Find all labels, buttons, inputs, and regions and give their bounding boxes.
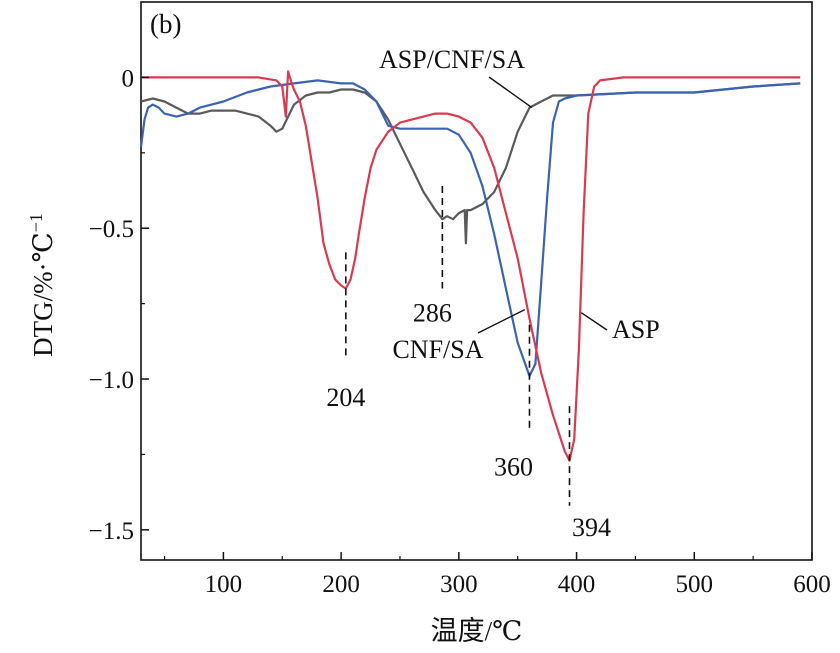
peak-label-1: 286 — [413, 299, 452, 328]
series-leader-1 — [477, 309, 526, 334]
x-tick-label-0: 100 — [205, 571, 243, 598]
series-line-1 — [139, 79, 801, 378]
x-tick-label-1: 200 — [322, 571, 360, 598]
y-tick-label-2: −1.0 — [89, 367, 134, 394]
y-tick-label-3: −1.5 — [89, 518, 134, 545]
x-tick-label-3: 400 — [558, 571, 596, 598]
y-axis-title: DTG/%·℃−1 — [26, 213, 58, 357]
peak-label-3: 394 — [572, 513, 611, 542]
panel-label: (b) — [150, 9, 181, 39]
x-tick-label-2: 300 — [440, 571, 478, 598]
series-leader-2 — [580, 312, 608, 331]
x-tick-label-4: 500 — [676, 571, 714, 598]
x-axis-title: 温度/℃ — [431, 616, 523, 646]
series-line-2 — [141, 70, 801, 462]
x-tick-label-5: 600 — [793, 571, 831, 598]
peak-label-0: 204 — [326, 383, 365, 412]
y-axis-title-main: DTG/%·℃ — [28, 232, 58, 357]
axes-group: 100 200 300 400 500 600 0 −0.5 −1.0 −1.5 温度/℃ DTG/%… — [26, 9, 831, 646]
peak-label-2: 360 — [494, 452, 533, 481]
annotation-group: ASP/CNF/SA CNF/SA ASP 204 286 360 394 — [326, 45, 659, 542]
series-group — [139, 70, 801, 462]
series-leader-0 — [488, 76, 533, 109]
y-tick-label-1: −0.5 — [89, 216, 134, 243]
series-line-0 — [140, 82, 801, 245]
y-axis-title-sup: −1 — [26, 213, 46, 232]
plot-frame — [140, 1, 813, 561]
series-label-2: ASP — [612, 315, 660, 344]
y-tick-label-0: 0 — [122, 65, 135, 92]
series-label-1: CNF/SA — [392, 335, 483, 364]
series-label-0: ASP/CNF/SA — [379, 45, 525, 74]
plot-area — [140, 1, 813, 561]
